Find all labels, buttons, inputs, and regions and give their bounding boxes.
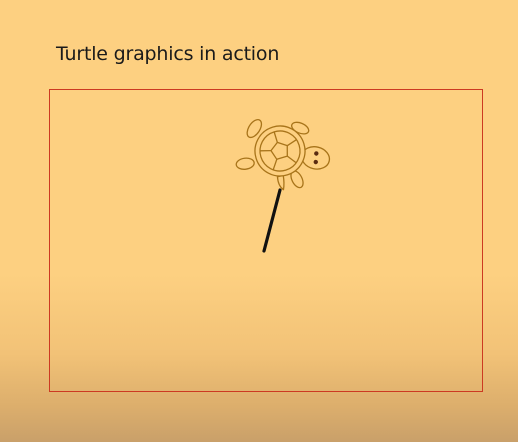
turtle-tail — [276, 174, 285, 191]
pen-trail-line — [262, 188, 282, 253]
turtle-eye-bottom — [313, 159, 318, 165]
slide-title: Turtle graphics in action — [56, 43, 280, 65]
turtle-leg-front-left — [246, 118, 263, 139]
turtle-canvas — [49, 89, 483, 392]
turtle-eye-top — [314, 151, 319, 156]
turtle-shell-center-scute — [270, 141, 288, 160]
turtle-icon — [235, 118, 331, 191]
turtle-leg-back-left — [235, 157, 255, 170]
